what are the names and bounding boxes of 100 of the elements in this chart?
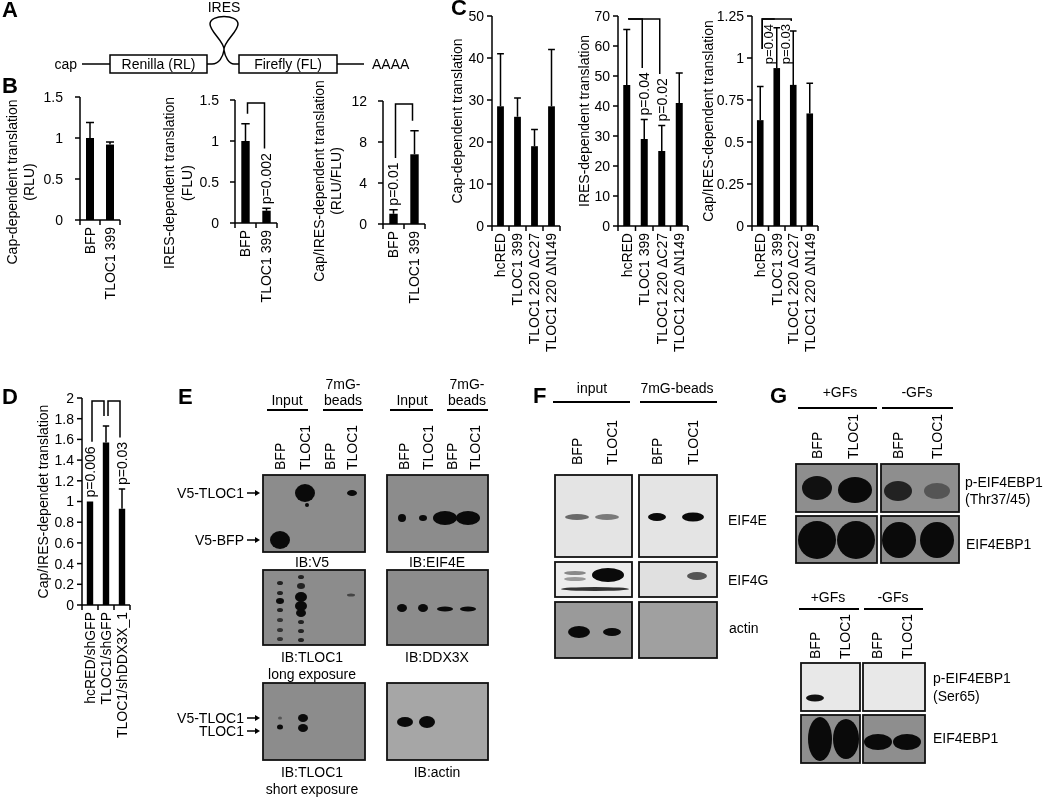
y-tick-label: 1.6 [54, 431, 75, 448]
text: A [2, 0, 18, 22]
text: Input [396, 392, 428, 408]
y-tick-label: 2 [66, 389, 75, 406]
x-tick-label: TLOC1 399 [636, 232, 653, 306]
annotation: p=0.01 [385, 162, 402, 206]
text: TLOC1 [296, 424, 313, 470]
chart-title: C [451, 0, 467, 20]
x-tick-label: TLOC1 399 [509, 232, 526, 306]
chart-title: D [2, 384, 18, 409]
text: IB:EIF4E [408, 554, 466, 570]
x-tick-label: TLOC1 220 ΔC27 [785, 232, 802, 345]
text: Input [271, 392, 303, 408]
y-tick-label: 0.5 [724, 133, 745, 150]
y-tick-label: 1 [66, 493, 75, 510]
text: EIF4G [728, 572, 769, 588]
y-axis-title: Cap/IRES-dependet translation [34, 404, 51, 599]
annotation: p=0.002 [258, 153, 275, 205]
text: TLOC1 [898, 613, 915, 659]
text: Firefly (FL) [254, 56, 322, 72]
y-tick-label: 50 [468, 7, 485, 24]
y-tick-label: 0 [55, 211, 64, 228]
x-tick-label: TLOC1 220 ΔN149 [543, 232, 560, 353]
text: -GFs [877, 589, 909, 605]
y-tick-label: 0.5 [43, 170, 64, 187]
y-tick-label: 0 [602, 217, 611, 234]
y-axis-title: IRES-dependent translation [575, 35, 592, 207]
annotation: p=0.006 [81, 446, 98, 498]
annotation: p=0.04 [761, 24, 777, 65]
text: IB:actin [413, 764, 461, 780]
text: TLOC1 [844, 413, 861, 459]
text: BFP [321, 442, 338, 470]
text: -GFs [901, 384, 933, 400]
x-tick-label: TLOC1 220 ΔC27 [526, 232, 543, 345]
text: IB:DDX3X [405, 649, 470, 665]
y-tick-label: 20 [594, 157, 611, 174]
text: BFP [648, 437, 665, 465]
text: input [576, 380, 608, 396]
y-tick-label: 0 [359, 215, 368, 232]
y-tick-label: 0.2 [54, 576, 75, 593]
y-tick-label: 12 [351, 92, 368, 109]
y-tick-label: 1 [736, 49, 745, 66]
text: V5-TLOC1 [177, 710, 245, 726]
y-tick-label: 1.8 [54, 410, 75, 427]
text: actin [729, 620, 759, 636]
text: TLOC1 [466, 424, 483, 470]
y-tick-label: 0.8 [54, 514, 75, 531]
annotation: p=0.04 [636, 72, 653, 116]
x-tick-label: hcRED [752, 233, 769, 278]
x-tick-label: BFP [237, 230, 254, 258]
text: IRES [207, 0, 241, 15]
y-tick-label: 1.5 [43, 88, 64, 105]
y-tick-label: 0.4 [54, 555, 75, 572]
y-tick-label: 1.25 [716, 7, 745, 24]
x-tick-label: TLOC1/shDDX3X_1 [113, 611, 130, 739]
text: IB:TLOC1 long exposure [268, 649, 357, 682]
y-tick-label: 0 [211, 214, 220, 231]
text: +GFs [810, 589, 846, 605]
y-tick-label: 30 [594, 127, 611, 144]
x-tick-label: TLOC1 399 [768, 232, 785, 306]
text: BFP [568, 437, 585, 465]
text: BFP [889, 431, 906, 459]
y-axis-title: IRES-dependent translation (FLU) [160, 97, 195, 269]
y-tick-label: 60 [594, 37, 611, 54]
x-tick-label: TLOC1/shGFP [97, 612, 114, 705]
y-tick-label: 30 [468, 91, 485, 108]
y-tick-label: 4 [359, 174, 368, 191]
x-tick-label: TLOC1 399 [406, 230, 423, 304]
y-tick-label: 70 [594, 7, 611, 24]
text: F [533, 383, 547, 408]
x-tick-label: TLOC1 220 ΔC27 [653, 232, 670, 345]
x-tick-label: hcRED/shGFP [81, 612, 98, 704]
text: BFP [808, 431, 825, 459]
text: AAAA [372, 56, 411, 72]
text: cap [54, 56, 78, 72]
y-tick-label: 0 [66, 596, 75, 613]
text: EIF4EBP1 [933, 730, 999, 746]
y-tick-label: 1.2 [54, 472, 75, 489]
text: EIF4EBP1 [966, 536, 1032, 552]
text: IB:V5 [294, 554, 330, 570]
y-tick-label: 40 [468, 49, 485, 66]
y-axis-title: Cap-dependent translation (RLU) [3, 99, 37, 265]
y-tick-label: 0.25 [716, 175, 745, 192]
x-tick-label: TLOC1 220 ΔN149 [671, 232, 688, 353]
text: TLOC1 [684, 419, 701, 465]
annotation: p=0.03 [777, 24, 793, 65]
text: BFP [443, 442, 460, 470]
y-tick-label: 50 [594, 67, 611, 84]
text: +GFs [822, 384, 858, 400]
y-tick-label: 10 [594, 187, 611, 204]
y-tick-label: 1.4 [54, 452, 75, 468]
y-tick-label: 0.5 [199, 173, 220, 190]
text: Renilla (RL) [121, 56, 196, 72]
text: p-EIF4EBP1 (Thr37/45) [965, 474, 1044, 507]
x-tick-label: TLOC1 399 [101, 226, 118, 300]
text: p-EIF4EBP1 (Ser65) [933, 670, 1012, 704]
text: IB:TLOC1 short exposure [265, 764, 359, 797]
y-tick-label: 1 [211, 132, 220, 149]
x-tick-label: BFP [385, 231, 402, 259]
text: TLOC1 [603, 419, 620, 465]
